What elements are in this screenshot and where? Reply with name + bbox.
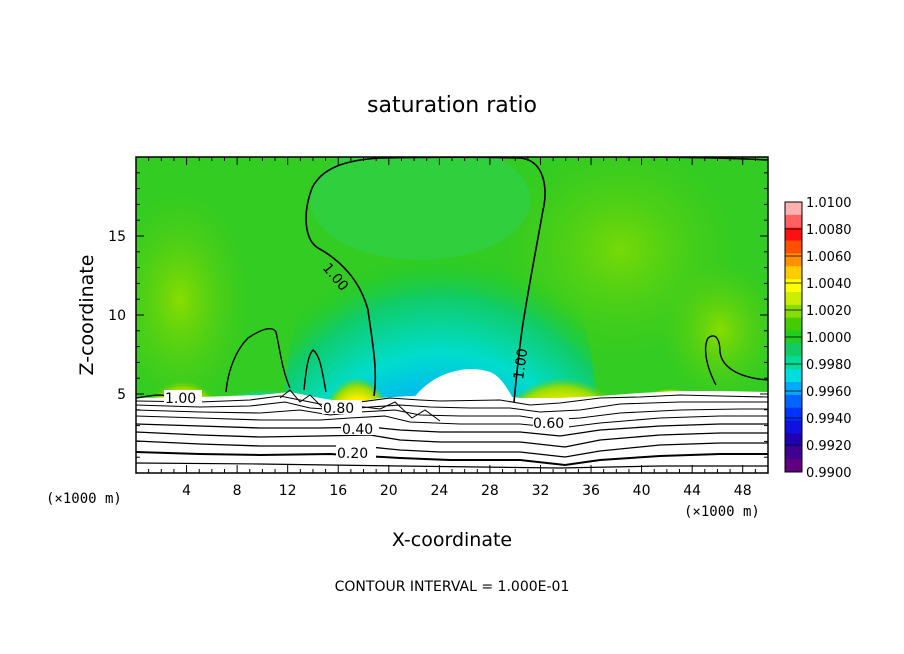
x-axis-unit: (×1000 m)	[684, 504, 760, 520]
y-axis: 5 10 15	[108, 172, 768, 458]
y-tick-label: 5	[117, 387, 126, 403]
x-tick-label: 40	[633, 483, 651, 499]
colorbar-tick-label: 0.9940	[806, 412, 852, 427]
x-tick-label: 12	[279, 483, 297, 499]
colorbar-swatch	[785, 433, 802, 447]
colorbar-swatch	[785, 446, 802, 460]
chart-title: saturation ratio	[367, 93, 537, 118]
colorbar-swatch	[785, 292, 802, 306]
colorbar-swatch	[785, 420, 802, 434]
colorbar-swatch	[785, 266, 802, 280]
x-tick-label: 16	[329, 483, 347, 499]
y-axis-unit: (×1000 m)	[46, 491, 122, 507]
colorbar-tick-label: 0.9920	[806, 439, 852, 454]
x-axis-label: X-coordinate	[392, 529, 512, 551]
colorbar-tick-label: 1.0100	[806, 196, 852, 211]
colorbar-swatch	[785, 356, 802, 370]
colorbar-swatch	[785, 317, 802, 332]
x-tick-label: 28	[481, 483, 499, 499]
colorbar-swatch	[785, 214, 802, 229]
contour-label-020: 0.20	[337, 446, 368, 462]
contour-lines	[136, 157, 768, 469]
colorbar-tick-label: 1.0000	[806, 331, 852, 346]
colorbar-swatch	[785, 279, 802, 293]
colorbar-tick-label: 1.0020	[806, 304, 852, 319]
x-axis: 4 8 12 16 20 24 28 32 36 40 44 48	[148, 157, 756, 499]
colorbar-swatch	[785, 253, 802, 267]
contour-interval-note: CONTOUR INTERVAL = 1.000E-01	[335, 579, 570, 595]
y-tick-label: 10	[108, 308, 126, 324]
colorbar-swatch	[785, 304, 802, 319]
colorbar-swatch	[785, 227, 802, 242]
contour-label-040: 0.40	[342, 422, 373, 438]
x-tick-label: 32	[532, 483, 550, 499]
contour-label-080: 0.80	[323, 401, 354, 417]
colorbar-swatch	[785, 202, 802, 216]
colorbar-tick-label: 0.9980	[806, 358, 852, 373]
contour-label-left: 1.00	[165, 391, 196, 407]
colorbar-swatch	[785, 240, 802, 254]
colorbar-swatch	[785, 343, 802, 357]
colorbar-tick-label: 1.0040	[806, 277, 852, 292]
contour-label-right: 1.00	[511, 347, 531, 380]
colorbar-swatch	[785, 407, 802, 422]
colorbar-tick-label: 0.9900	[806, 466, 852, 481]
colorbar-swatch	[785, 459, 802, 473]
colorbar-swatch	[785, 382, 802, 396]
x-tick-label: 4	[182, 483, 191, 499]
x-tick-label: 24	[430, 483, 448, 499]
colorbar: 1.0100 1.0080 1.0060 1.0040 1.0020 1.0000 0.99…	[784, 196, 852, 481]
x-tick-label: 20	[380, 483, 398, 499]
y-axis-label: Z-coordinate	[76, 255, 98, 376]
colorbar-tick-label: 1.0060	[806, 250, 852, 265]
colorbar-tick-label: 0.9960	[806, 385, 852, 400]
contour-label-060: 0.60	[533, 416, 564, 432]
x-tick-label: 48	[734, 483, 752, 499]
colorbar-swatch	[785, 369, 802, 383]
colorbar-tick-label: 1.0080	[806, 223, 852, 238]
x-tick-label: 36	[582, 483, 600, 499]
x-tick-label: 8	[233, 483, 242, 499]
colorbar-swatch	[785, 394, 802, 409]
y-tick-label: 15	[108, 229, 126, 245]
x-tick-label: 44	[683, 483, 701, 499]
